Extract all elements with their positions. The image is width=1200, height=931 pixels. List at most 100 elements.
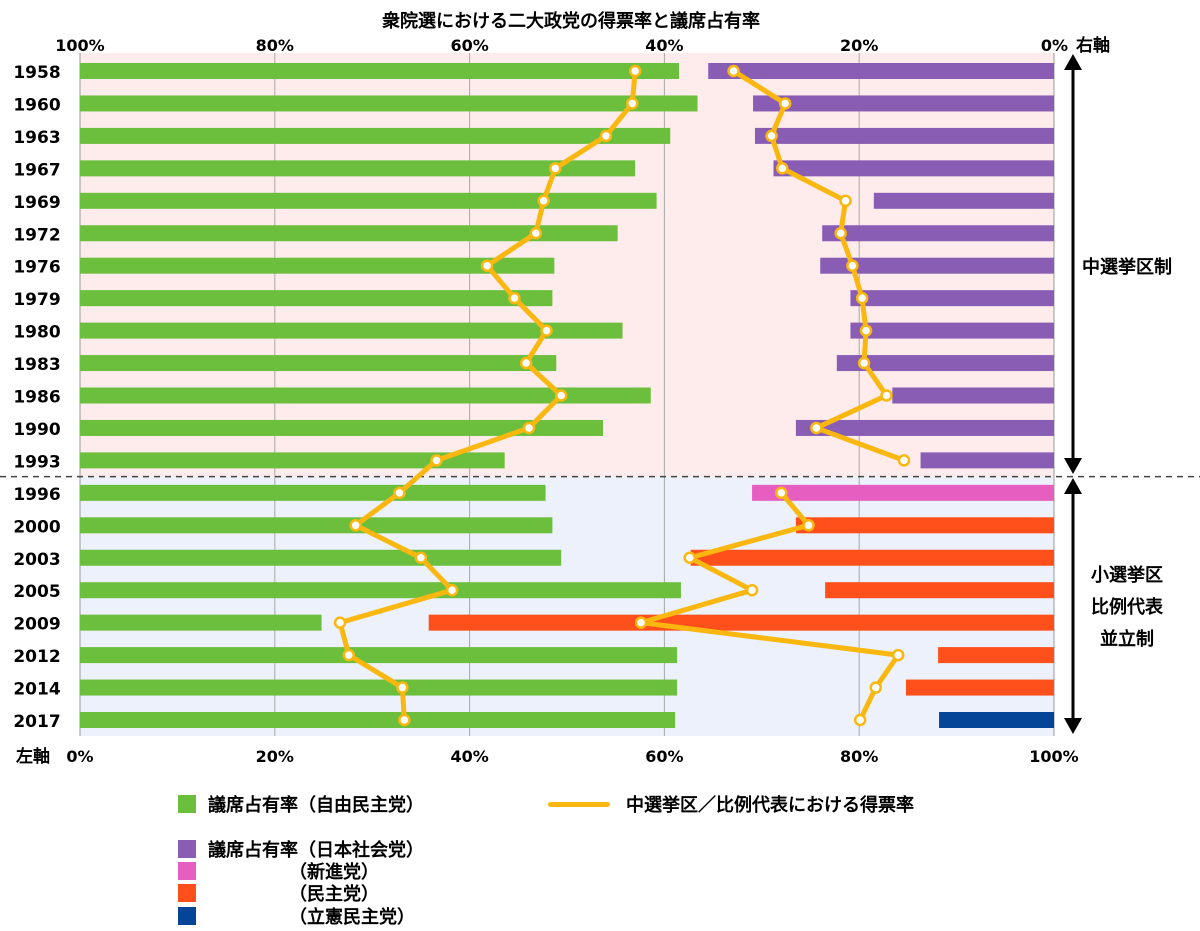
bar-ldp-1958 (80, 63, 680, 79)
year-label-1958: 1958 (13, 63, 60, 83)
year-label-2000: 2000 (13, 517, 60, 537)
bar-ldp-1960 (80, 95, 698, 112)
left-axis-label: 左軸 (16, 746, 50, 767)
vote-point-ldp-1990 (522, 421, 536, 435)
vote-point-ldp-1958 (628, 64, 642, 78)
bar-ldp-2012 (80, 647, 678, 664)
bar-opposition-1993 (920, 452, 1054, 469)
vote-point-opposition-1993 (897, 454, 911, 467)
vote-point-ldp-2014 (396, 681, 409, 694)
annotation-lower-period-line: 小選挙区 (1091, 564, 1163, 586)
top-tick-label: 40% (645, 36, 683, 55)
top-tick-label: 80% (256, 36, 294, 55)
bar-ldp-1986 (80, 387, 651, 404)
bar-opposition-1967 (773, 160, 1054, 177)
bar-opposition-1983 (836, 355, 1054, 372)
annotation-lower-period-line: 並立制 (1100, 628, 1154, 650)
vote-point-ldp-2017 (398, 713, 411, 727)
year-label-1960: 1960 (13, 95, 60, 115)
bar-ldp-2005 (80, 582, 681, 599)
bar-opposition-2014 (905, 679, 1054, 696)
bottom-tick-label: 0% (66, 747, 93, 766)
bar-opposition-1976 (820, 257, 1054, 274)
year-label-2014: 2014 (13, 680, 60, 700)
vote-point-opposition-1960 (778, 97, 792, 110)
bar-opposition-1980 (850, 322, 1054, 339)
vote-point-ldp-2000 (349, 519, 362, 532)
year-label-2017: 2017 (13, 712, 60, 732)
vote-point-opposition-1972 (834, 227, 847, 240)
bottom-tick-label: 60% (645, 747, 683, 766)
year-label-2009: 2009 (13, 615, 60, 635)
arrow-lower-period-head-top (1064, 478, 1082, 494)
bar-ldp-1963 (80, 127, 671, 144)
bar-opposition-2005 (825, 582, 1054, 599)
vote-point-opposition-1967 (776, 162, 789, 175)
bar-opposition-1960 (753, 95, 1054, 112)
year-label-1969: 1969 (13, 193, 60, 213)
bar-opposition-1963 (754, 127, 1054, 144)
bar-ldp-2000 (80, 517, 553, 534)
bar-ldp-1996 (80, 484, 546, 501)
arrow-upper-period-head-bottom (1064, 458, 1082, 474)
vote-point-ldp-1960 (626, 97, 639, 110)
bar-opposition-1969 (873, 192, 1054, 209)
year-label-1963: 1963 (13, 128, 60, 148)
bar-opposition-2000 (795, 517, 1054, 534)
bar-ldp-1980 (80, 322, 623, 339)
year-label-1993: 1993 (13, 452, 60, 472)
bar-ldp-2003 (80, 549, 562, 566)
vote-point-ldp-1983 (519, 356, 533, 370)
year-label-1990: 1990 (13, 420, 60, 440)
vote-point-opposition-2003 (683, 551, 696, 564)
year-label-1979: 1979 (13, 290, 60, 310)
bar-ldp-1983 (80, 355, 557, 372)
vote-point-opposition-2009 (634, 616, 648, 629)
bar-opposition-2003 (690, 549, 1054, 566)
bg-lower-period (80, 476, 1054, 736)
vote-point-opposition-1976 (846, 259, 859, 272)
vote-point-opposition-2014 (869, 681, 883, 694)
vote-point-opposition-2017 (853, 713, 867, 727)
bar-opposition-1979 (850, 290, 1054, 307)
vote-point-ldp-2003 (414, 551, 428, 564)
year-label-1980: 1980 (13, 323, 60, 343)
bar-opposition-1972 (822, 225, 1054, 242)
vote-point-opposition-1969 (839, 194, 852, 208)
bottom-tick-label: 40% (450, 747, 488, 766)
vote-point-opposition-1958 (727, 64, 740, 78)
bar-ldp-2014 (80, 679, 678, 696)
vote-point-ldp-1980 (540, 324, 553, 337)
vote-point-ldp-1976 (480, 259, 494, 272)
vote-point-ldp-2005 (445, 583, 459, 597)
bar-ldp-1972 (80, 225, 618, 242)
vote-point-opposition-1979 (855, 291, 869, 305)
bar-ldp-1993 (80, 452, 505, 469)
vote-point-opposition-1996 (775, 486, 788, 500)
top-tick-label: 60% (450, 36, 488, 55)
annotation-lower-period-line: 比例代表 (1091, 596, 1164, 618)
chart-title: 衆院選における二大政党の得票率と議席占有率 (382, 10, 760, 32)
top-tick-label: 20% (840, 36, 878, 55)
year-label-2012: 2012 (13, 647, 60, 667)
bar-ldp-1979 (80, 290, 553, 307)
year-label-2003: 2003 (13, 550, 60, 570)
vote-point-opposition-2000 (802, 519, 815, 532)
bar-opposition-1996 (752, 484, 1054, 501)
year-label-1986: 1986 (13, 388, 60, 408)
vote-point-opposition-2005 (745, 583, 759, 597)
bar-ldp-1967 (80, 160, 636, 177)
bar-ldp-2017 (80, 712, 676, 728)
bar-opposition-1958 (708, 63, 1054, 79)
year-label-1983: 1983 (13, 355, 60, 375)
bar-opposition-2012 (938, 647, 1054, 664)
arrow-lower-period-head-bottom (1064, 718, 1082, 734)
vote-point-opposition-1963 (765, 129, 778, 143)
vote-point-ldp-1993 (430, 454, 443, 467)
vote-point-ldp-1972 (529, 227, 543, 240)
vote-point-ldp-1986 (554, 389, 568, 402)
bar-opposition-2009 (428, 614, 1054, 631)
vote-point-ldp-1979 (508, 291, 521, 305)
bar-ldp-2009 (80, 614, 322, 631)
right-axis-label: 右軸 (1076, 35, 1110, 56)
